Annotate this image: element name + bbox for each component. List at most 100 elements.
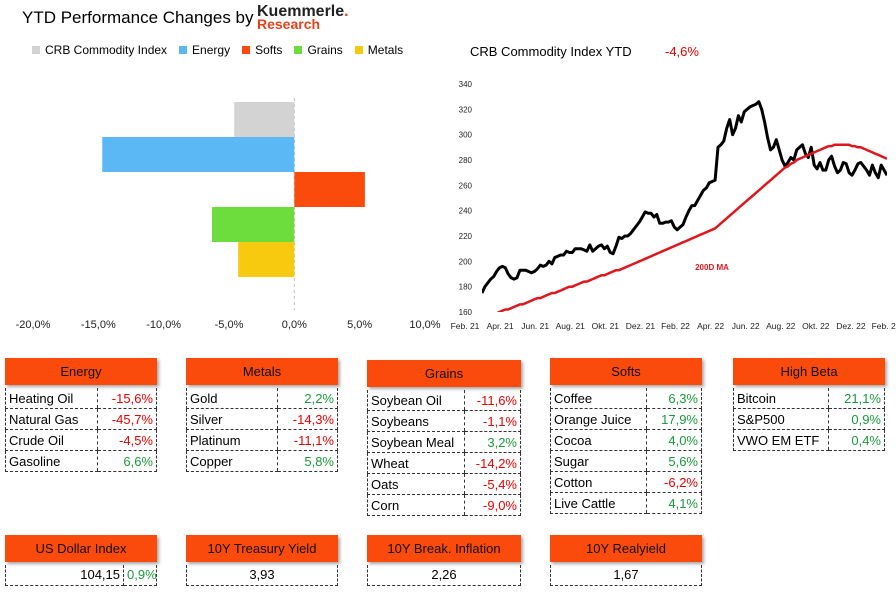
softs-card: Softs Coffee 6,3% Orange Juice 17,9% Cocoa 4,…: [549, 358, 702, 514]
row-name: Heating Oil: [5, 388, 98, 409]
table-row: Coffee 6,3%: [549, 388, 702, 409]
brand-logo: Kuemmerle. Research: [257, 3, 349, 32]
row-name: Coffee: [549, 388, 647, 409]
row-name: Silver: [185, 408, 278, 430]
table-row: Crude Oil -4,5%: [5, 429, 157, 451]
breakeven-inflation-value: 2,26: [367, 565, 521, 586]
treasury-yield-title: 10Y Treasury Yield: [186, 535, 338, 562]
line-x-tick-label: Apr. 21: [487, 321, 514, 331]
line-x-tick-label: Dez. 22: [836, 321, 866, 331]
line-y-tick-label: 300: [459, 131, 473, 140]
row-name: Gasoline: [5, 450, 98, 472]
line-y-tick-label: 180: [459, 283, 473, 292]
line-x-tick-label: Apr. 22: [697, 321, 724, 331]
table-row: Corn -9,0%: [367, 494, 522, 516]
ma-200d-line: [496, 143, 887, 312]
row-name: Soybeans: [367, 410, 465, 432]
softs-card-title: Softs: [550, 358, 702, 385]
table-row: Orange Juice 17,9%: [549, 408, 702, 430]
row-value: 3,2%: [463, 431, 522, 453]
line-y-tick-label: 260: [459, 181, 473, 190]
line-chart: 160 180 200 220 240 260 280 300 320 340 Feb. 21 Apr…: [451, 80, 896, 331]
line-x-tick-label: Aug. 22: [766, 321, 796, 331]
treasury-yield-value: 3,93: [186, 565, 338, 586]
line-x-tick-label: Dez. 21: [626, 321, 656, 331]
bar-x-tick-label: -10,0%: [146, 319, 181, 331]
line-x-tick-label: Feb. 23: [872, 321, 896, 331]
row-name: Copper: [185, 450, 278, 472]
line-x-tick-label: Okt. 22: [802, 321, 830, 331]
bar-x-tick-label: 0,0%: [282, 319, 307, 331]
legend-swatch-energy: [179, 46, 188, 54]
page-title: YTD Performance Changes by: [22, 8, 254, 27]
legend-item-grains: Grains: [294, 43, 343, 57]
row-name: Soybean Oil: [367, 390, 465, 411]
row-value: -14,3%: [277, 408, 338, 430]
line-y-tick-label: 320: [459, 105, 473, 114]
row-value: -11,6%: [463, 390, 522, 411]
row-name: Cotton: [549, 471, 647, 493]
legend-swatch-softs: [242, 46, 251, 54]
table-row: Cocoa 4,0%: [549, 429, 702, 451]
metals-table: Gold 2,2% Silver -14,3% Platinum -11,1% Copper…: [185, 388, 338, 472]
row-value: 5,8%: [277, 450, 338, 472]
bar-x-tick-label: 10,0%: [409, 319, 440, 331]
row-name: VWO EM ETF: [732, 429, 829, 451]
metals-card-title: Metals: [186, 358, 338, 385]
table-row: Soybeans -1,1%: [367, 410, 522, 432]
table-row: Wheat -14,2%: [367, 452, 522, 474]
row-name: Live Cattle: [549, 492, 647, 514]
row-value: -14,2%: [463, 452, 522, 474]
table-row: Heating Oil -15,6%: [5, 388, 157, 409]
table-row: Soybean Oil -11,6%: [367, 390, 522, 411]
line-x-tick-label: Jun. 21: [521, 321, 549, 331]
row-value: 5,6%: [646, 450, 702, 472]
line-x-tick-label: Aug. 21: [556, 321, 586, 331]
treasury-yield-card: 10Y Treasury Yield 3,93: [186, 535, 338, 586]
row-name: Corn: [367, 494, 465, 516]
table-row: Soybean Meal 3,2%: [367, 431, 522, 453]
high-beta-card: High Beta Bitcoin 21,1% S&P500 0,9% VWO EM E…: [732, 358, 885, 451]
row-name: Soybean Meal: [367, 431, 465, 453]
line-y-tick-label: 200: [459, 257, 473, 266]
row-value: -5,4%: [463, 473, 522, 495]
row-value: 0,9%: [828, 408, 885, 430]
legend-item-energy: Energy: [179, 43, 230, 57]
softs-table: Coffee 6,3% Orange Juice 17,9% Cocoa 4,0% Suga…: [549, 388, 702, 514]
us-dollar-index-value: 104,15: [5, 565, 124, 586]
table-row: Gold 2,2%: [185, 388, 338, 409]
bar-x-tick-label: -15,0%: [81, 319, 116, 331]
legend-item-softs: Softs: [242, 43, 282, 57]
realyield-value: 1,67: [550, 565, 702, 586]
line-y-tick-label: 160: [459, 308, 473, 317]
us-dollar-index-change: 0,9%: [124, 565, 157, 586]
row-name: Natural Gas: [5, 408, 98, 430]
bar-chart: -20,0% -15,0% -10,0% -5,0% 0,0% 5,0% 10,0%: [16, 98, 441, 331]
table-row: VWO EM ETF 0,4%: [732, 429, 885, 451]
row-value: -1,1%: [463, 410, 522, 432]
row-value: 4,0%: [646, 429, 702, 451]
table-row: Bitcoin 21,1%: [732, 388, 885, 409]
row-value: 4,1%: [646, 492, 702, 514]
row-name: Cocoa: [549, 429, 647, 451]
line-chart-ytd-value: -4,6%: [665, 44, 699, 59]
line-x-tick-label: Feb. 22: [661, 321, 690, 331]
legend-item-metals: Metals: [354, 43, 403, 57]
ma-annotation: 200D MA: [695, 263, 729, 272]
realyield-card: 10Y Realyield 1,67: [550, 535, 702, 586]
breakeven-inflation-card: 10Y Break. Inflation 2,26: [367, 535, 521, 586]
row-value: 17,9%: [646, 408, 702, 430]
legend-label-softs: Softs: [255, 43, 283, 57]
row-name: Oats: [367, 473, 465, 495]
line-y-tick-label: 280: [459, 156, 473, 165]
line-y-tick-label: 340: [459, 80, 473, 89]
row-name: Platinum: [185, 429, 278, 451]
row-value: -4,5%: [97, 429, 157, 451]
table-row: Gasoline 6,6%: [5, 450, 157, 472]
high-beta-table: Bitcoin 21,1% S&P500 0,9% VWO EM ETF 0,4%: [732, 388, 885, 451]
row-value: -15,6%: [97, 388, 157, 409]
legend-label-crb: CRB Commodity Index: [45, 43, 168, 57]
bar-crb: [234, 102, 295, 137]
crb-index-line: [482, 100, 887, 294]
row-value: -6,2%: [646, 471, 702, 493]
